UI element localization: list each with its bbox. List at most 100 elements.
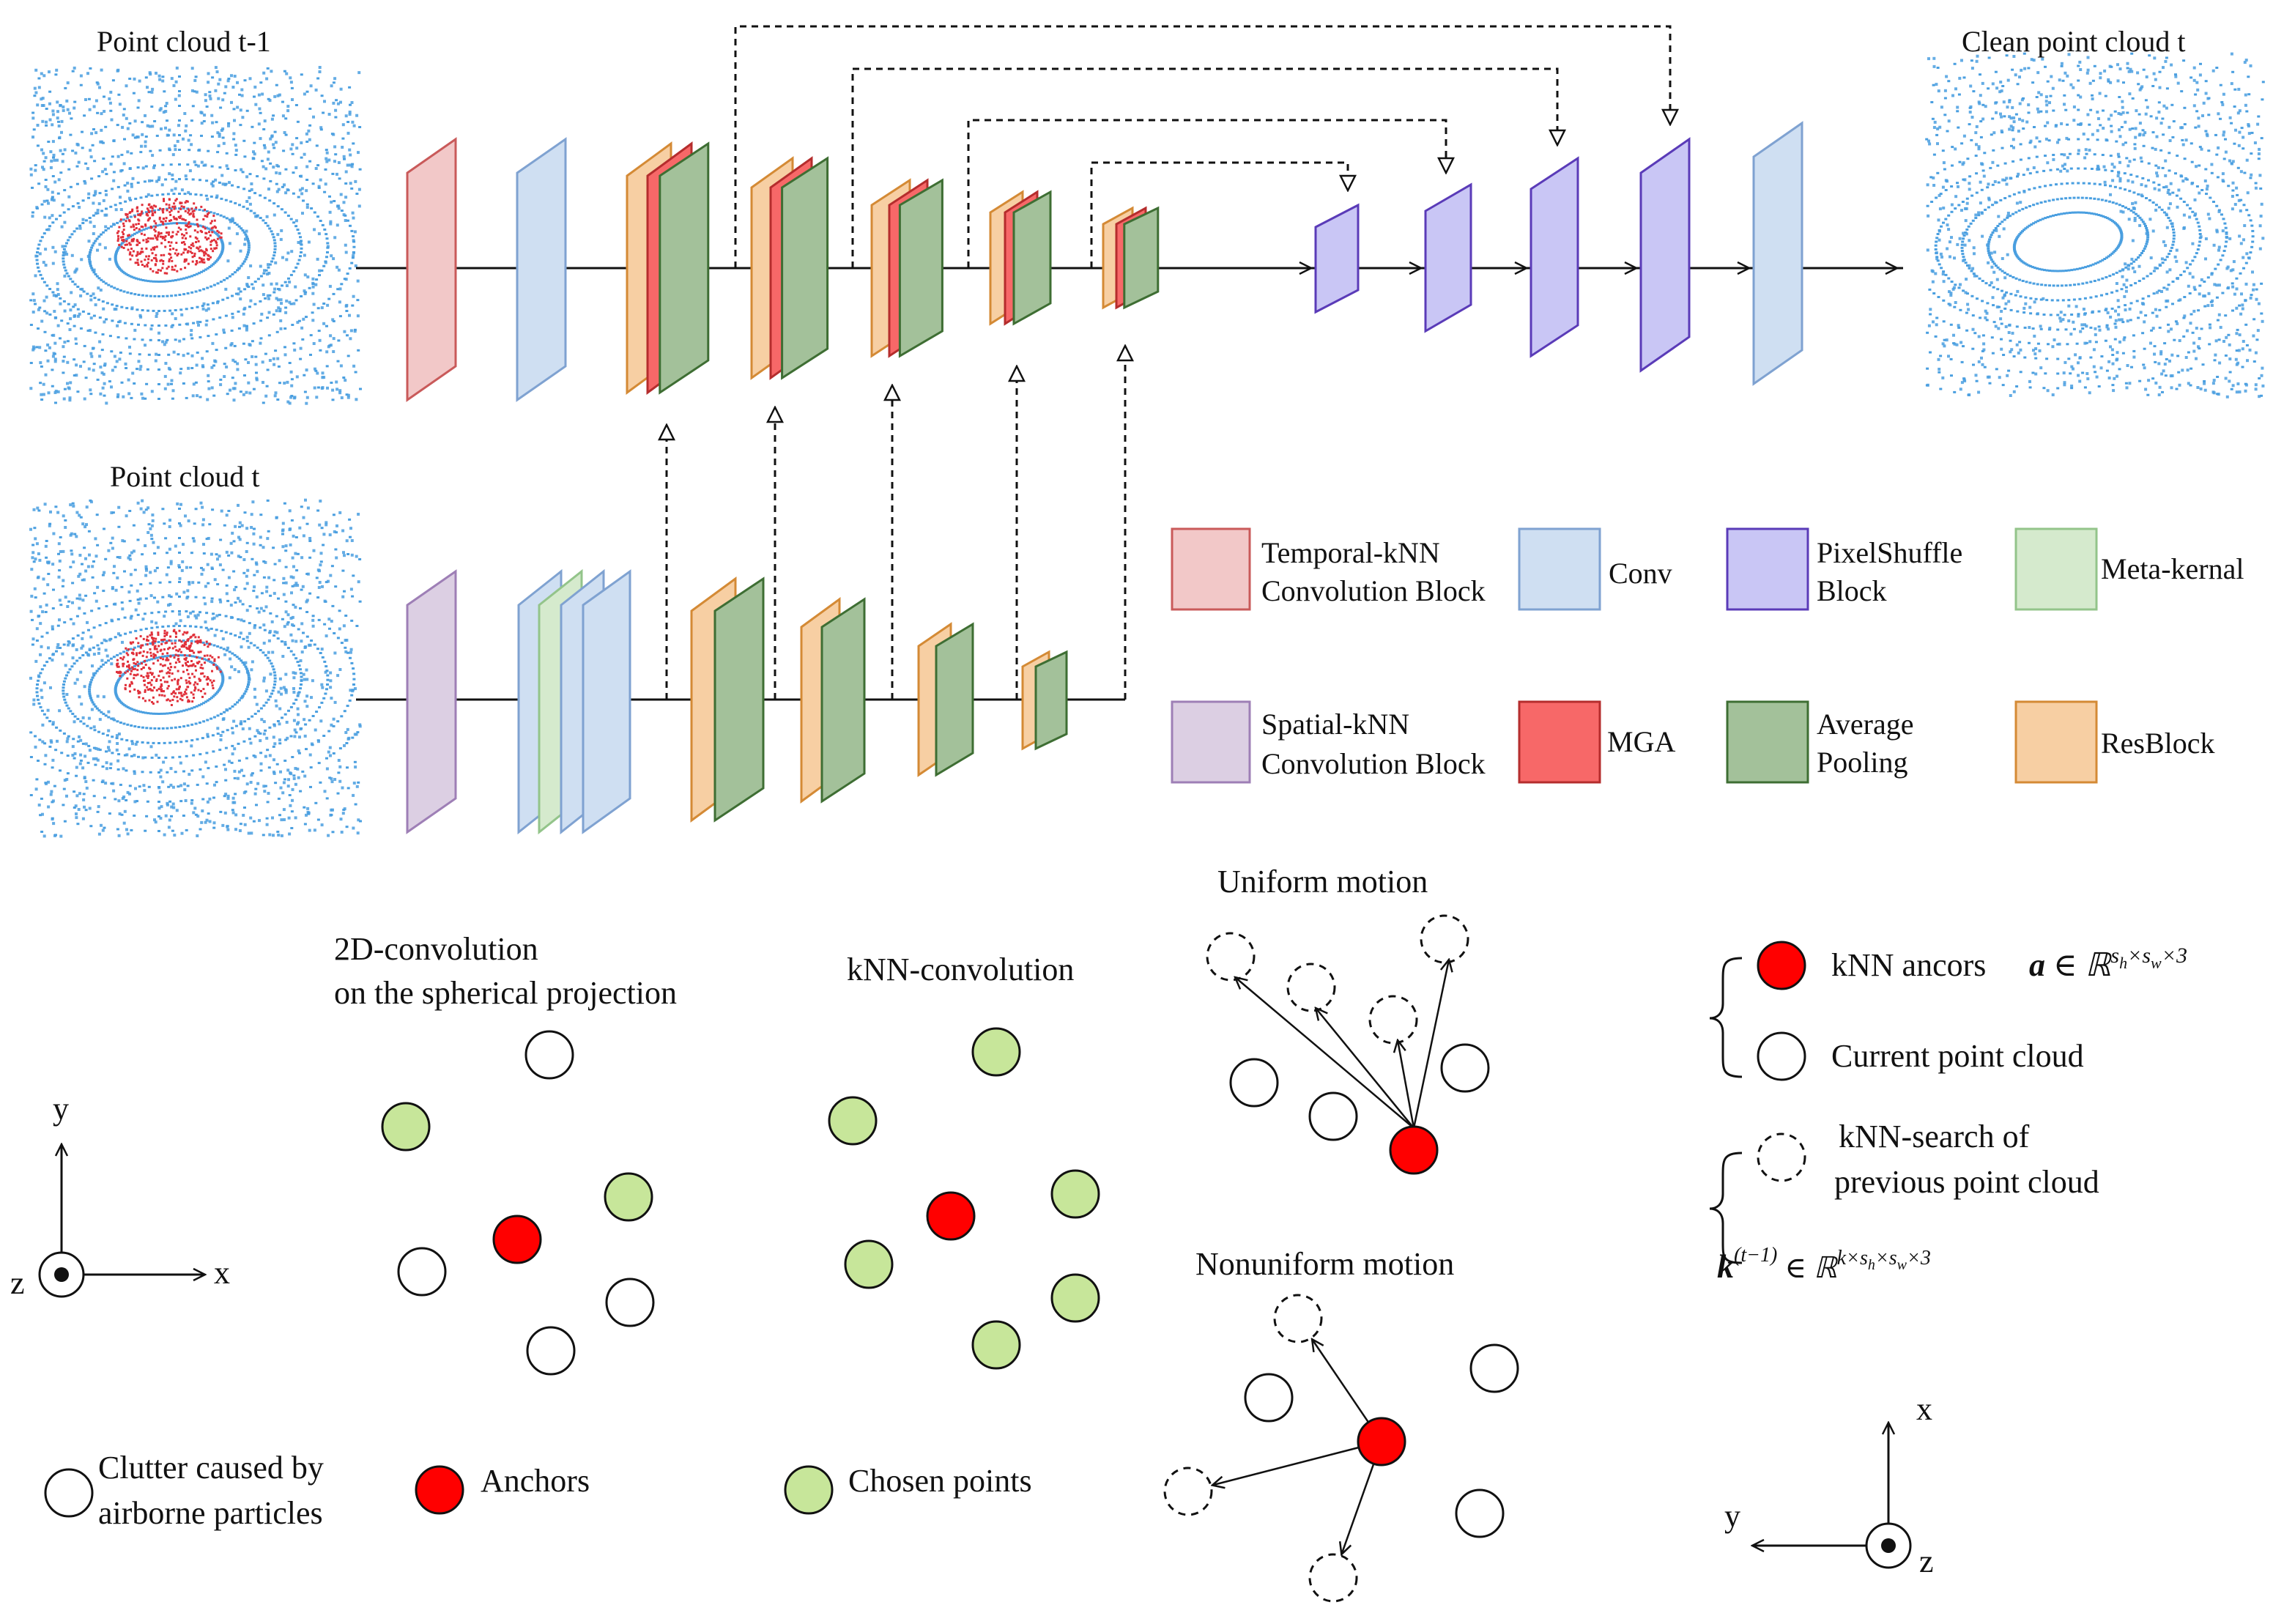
pc-point [39, 622, 42, 626]
pc-point [1975, 275, 1979, 278]
pc-point [355, 398, 358, 401]
pc-point [2217, 263, 2220, 266]
pc-point [84, 809, 88, 812]
pc-point [300, 240, 303, 242]
pc-point [230, 665, 234, 669]
clutter-point [174, 661, 177, 664]
pc-point [152, 541, 155, 544]
pc-point [2110, 252, 2114, 255]
pc-point [190, 367, 194, 369]
pc-point [356, 831, 360, 835]
pc-point [120, 381, 124, 384]
pc-point [323, 623, 327, 626]
pc-point [310, 207, 314, 210]
pc-point [2035, 171, 2039, 174]
pc-point [292, 270, 296, 272]
pc-point [350, 553, 354, 557]
clutter-point [173, 218, 176, 220]
pc-point [186, 654, 190, 657]
pc-point [73, 66, 76, 70]
pc-point [243, 242, 247, 246]
pc-point [67, 707, 70, 710]
pc-point [35, 627, 39, 631]
pc-point [2047, 139, 2051, 142]
clutter-point [125, 647, 127, 650]
pc-point [76, 718, 80, 720]
pc-point [150, 90, 154, 94]
pc-point [76, 308, 80, 311]
pc-point [63, 148, 67, 152]
clutter-point [185, 696, 188, 699]
pc-point [56, 158, 59, 162]
pc-point [220, 683, 223, 686]
pc-point [56, 739, 59, 743]
pc-point [147, 712, 150, 715]
pc-point [157, 611, 160, 614]
pc-point [62, 371, 65, 374]
clutter-point [215, 240, 218, 243]
pc-point [285, 258, 289, 262]
pc-point [2097, 278, 2101, 281]
pc-point [154, 359, 157, 363]
pc-point [127, 669, 130, 671]
pc-point [2067, 138, 2070, 141]
pc-point [62, 549, 65, 553]
clutter-point [157, 269, 160, 272]
clutter-point [190, 649, 193, 652]
pc-point [259, 194, 262, 197]
pc-point [178, 537, 181, 539]
clutter-point [152, 656, 155, 659]
pc-point [89, 352, 93, 355]
pc-point [351, 120, 355, 124]
pc-point [37, 804, 41, 807]
pc-point [115, 263, 119, 266]
pc-point [2038, 140, 2042, 143]
pc-point [302, 516, 305, 519]
pc-point [182, 770, 185, 773]
clutter-point [167, 233, 170, 236]
pc-point [200, 270, 204, 273]
clutter-point [186, 648, 189, 650]
pc-point [86, 167, 89, 171]
pc-point [2015, 237, 2019, 240]
pc-point [208, 91, 212, 94]
pc-point [357, 513, 360, 516]
pc-point [275, 297, 278, 300]
pc-point [251, 557, 254, 560]
clutter-point [169, 635, 172, 638]
clutter-point [194, 636, 197, 639]
pc-point [321, 686, 325, 689]
pc-point [352, 683, 355, 686]
pc-point [2215, 204, 2219, 207]
pc-point [322, 322, 326, 325]
pc-point [351, 736, 355, 739]
pc-point [188, 708, 191, 711]
pc-point [115, 695, 119, 698]
pc-point [248, 605, 252, 608]
clutter-point [166, 681, 168, 683]
pc-point [253, 574, 256, 576]
pc-point [2198, 225, 2201, 228]
pc-point [189, 193, 192, 196]
pc-point [258, 107, 262, 111]
pc-point [51, 190, 54, 194]
pc-point [267, 698, 270, 701]
clutter-point [161, 235, 164, 238]
pc-point [114, 636, 117, 639]
clutter-point [200, 689, 202, 692]
clutter-point [129, 258, 132, 261]
pc-point [39, 705, 42, 708]
pc-point [1974, 217, 1978, 219]
pc-point [45, 124, 48, 127]
pc-point [253, 713, 257, 715]
pc-point [326, 386, 329, 390]
pc-point [194, 75, 198, 78]
pc-point [324, 261, 327, 264]
pc-point [117, 733, 121, 735]
pc-point [169, 560, 173, 563]
pc-point [2079, 211, 2083, 214]
pc-point [2025, 263, 2028, 266]
pc-point [51, 368, 54, 371]
pc-point [2203, 305, 2207, 308]
pc-point [2250, 245, 2254, 248]
